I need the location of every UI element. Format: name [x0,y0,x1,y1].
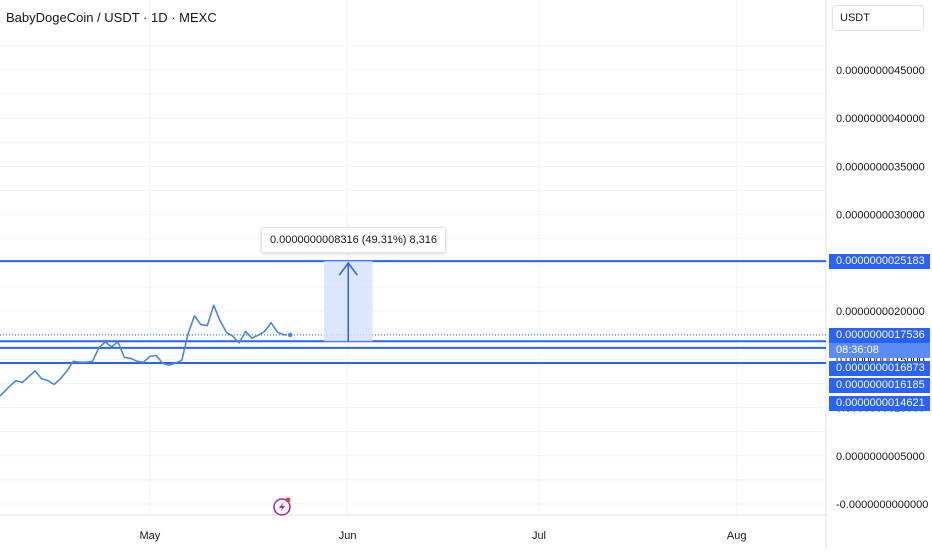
measure-label: 0.0000000008316 (49.31%) 8,316 [261,227,446,253]
measure-arrow-head [338,261,358,276]
last-point-marker [286,331,294,339]
y-tick-label: -0.0000000000000 [836,499,928,511]
price-series-line [0,304,291,397]
x-tick-label: May [140,530,161,542]
y-tick-label: 0.0000000005000 [836,451,925,463]
event-lightning-icon[interactable] [273,497,291,516]
price-tag-level-top: 0.0000000025183 [829,254,930,269]
x-tick-label: Jul [532,530,546,542]
bar-countdown: 08:36:08 [829,343,930,358]
price-tag-level-b: 0.0000000016185 [829,378,930,393]
y-tick-label: 0.0000000040000 [836,113,925,125]
symbol-title: BabyDogeCoin / USDT · 1D · MEXC [6,10,217,25]
y-tick-label: 0.0000000030000 [836,210,925,222]
y-tick-label: 0.0000000045000 [836,65,925,77]
price-tag-level-c: 0.0000000014621 [829,396,930,411]
event-icon-bolt [279,502,285,512]
x-tick-label: Jun [339,530,357,542]
event-icon-dot [285,497,291,503]
x-tick-label: Aug [727,530,747,542]
price-tag-last-price: 0.0000000017536 [829,328,930,343]
currency-button[interactable]: USDT [832,5,924,31]
y-tick-label: 0.0000000035000 [836,161,925,173]
price-tag-level-a: 0.0000000016873 [829,361,930,376]
y-tick-label: 0.0000000020000 [836,306,925,318]
